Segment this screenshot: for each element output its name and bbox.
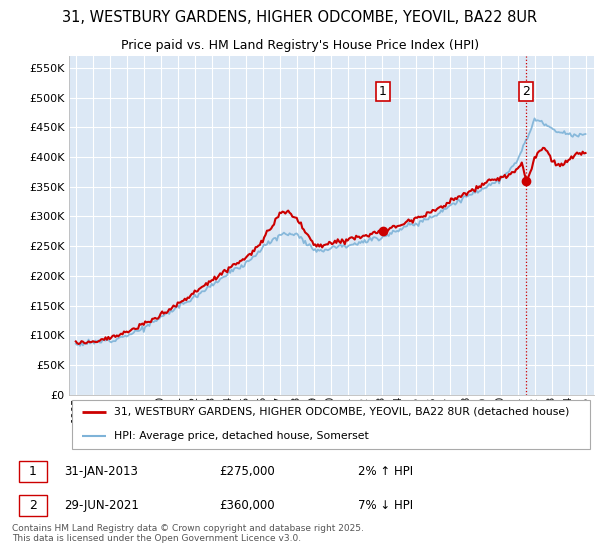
Text: 2: 2 [29,499,37,512]
FancyBboxPatch shape [19,461,47,482]
Text: £275,000: £275,000 [220,465,275,478]
Text: 29-JUN-2021: 29-JUN-2021 [64,499,139,512]
Text: £360,000: £360,000 [220,499,275,512]
Text: 7% ↓ HPI: 7% ↓ HPI [358,499,413,512]
FancyBboxPatch shape [71,400,590,449]
Text: Contains HM Land Registry data © Crown copyright and database right 2025.
This d: Contains HM Land Registry data © Crown c… [12,524,364,543]
Text: 2% ↑ HPI: 2% ↑ HPI [358,465,413,478]
Text: 2: 2 [522,85,530,98]
Text: 1: 1 [379,85,387,98]
FancyBboxPatch shape [19,495,47,516]
Text: 31-JAN-2013: 31-JAN-2013 [64,465,138,478]
Text: 1: 1 [29,465,37,478]
Text: Price paid vs. HM Land Registry's House Price Index (HPI): Price paid vs. HM Land Registry's House … [121,39,479,52]
Text: HPI: Average price, detached house, Somerset: HPI: Average price, detached house, Some… [113,431,368,441]
Text: 31, WESTBURY GARDENS, HIGHER ODCOMBE, YEOVIL, BA22 8UR (detached house): 31, WESTBURY GARDENS, HIGHER ODCOMBE, YE… [113,407,569,417]
Text: 31, WESTBURY GARDENS, HIGHER ODCOMBE, YEOVIL, BA22 8UR: 31, WESTBURY GARDENS, HIGHER ODCOMBE, YE… [62,11,538,25]
